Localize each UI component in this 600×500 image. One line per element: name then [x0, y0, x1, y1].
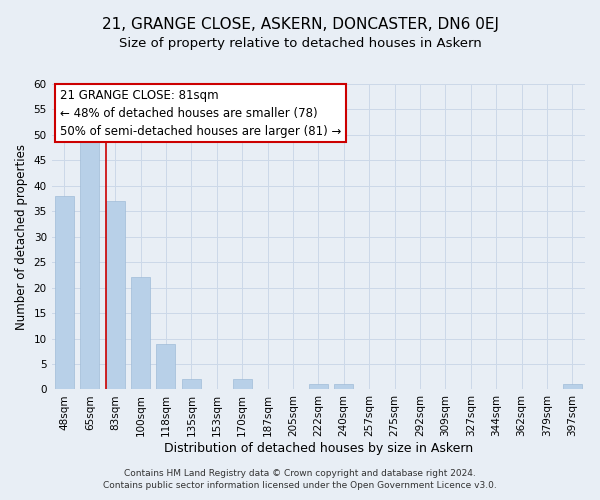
Bar	[106, 201, 125, 390]
Bar	[55, 196, 74, 390]
Bar	[157, 344, 175, 390]
Bar	[182, 380, 201, 390]
Bar	[80, 135, 99, 390]
Text: 21, GRANGE CLOSE, ASKERN, DONCASTER, DN6 0EJ: 21, GRANGE CLOSE, ASKERN, DONCASTER, DN6…	[101, 18, 499, 32]
X-axis label: Distribution of detached houses by size in Askern: Distribution of detached houses by size …	[164, 442, 473, 455]
Text: Contains HM Land Registry data © Crown copyright and database right 2024.
Contai: Contains HM Land Registry data © Crown c…	[103, 468, 497, 490]
Text: 21 GRANGE CLOSE: 81sqm
← 48% of detached houses are smaller (78)
50% of semi-det: 21 GRANGE CLOSE: 81sqm ← 48% of detached…	[59, 88, 341, 138]
Bar	[334, 384, 353, 390]
Bar	[131, 278, 150, 390]
Bar	[233, 380, 251, 390]
Text: Size of property relative to detached houses in Askern: Size of property relative to detached ho…	[119, 38, 481, 51]
Bar	[563, 384, 582, 390]
Bar	[309, 384, 328, 390]
Y-axis label: Number of detached properties: Number of detached properties	[15, 144, 28, 330]
